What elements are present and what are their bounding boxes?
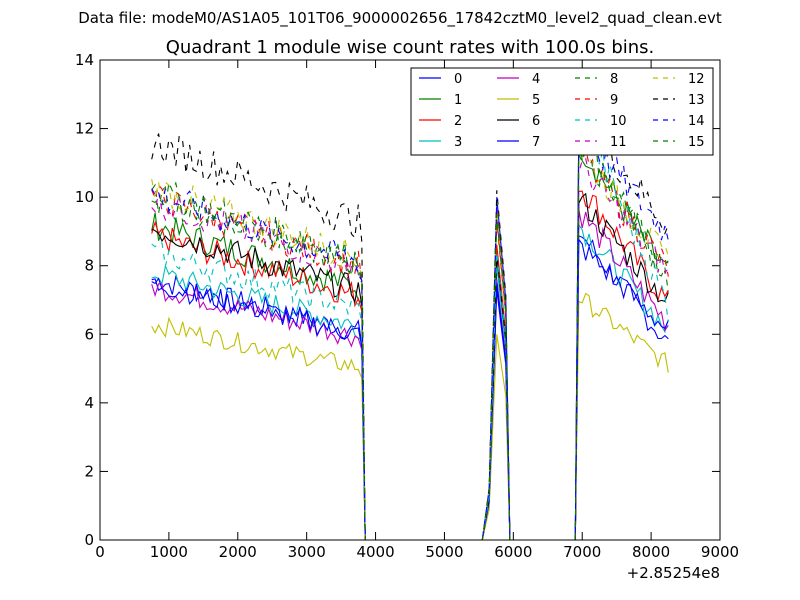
x-tick-label: 8000: [632, 543, 670, 561]
legend-label-0: 0: [454, 72, 462, 87]
x-tick-label: 6000: [494, 543, 532, 561]
series-line-7: [151, 238, 669, 541]
series-line-10: [151, 107, 669, 541]
series-line-9: [151, 148, 669, 541]
x-tick-label: 5000: [425, 543, 463, 561]
series-line-6: [151, 192, 669, 541]
series-line-13: [151, 107, 669, 541]
series-line-8: [151, 136, 669, 541]
x-tick-label: 2000: [219, 543, 257, 561]
legend-label-6: 6: [532, 114, 540, 129]
y-tick-label: 2: [84, 462, 94, 480]
series-line-15: [151, 141, 669, 541]
y-tick-label: 12: [75, 120, 94, 138]
legend-label-15: 15: [688, 135, 705, 150]
series-line-11: [151, 157, 669, 541]
y-tick-label: 10: [75, 188, 94, 206]
legend-label-10: 10: [610, 114, 627, 129]
legend-label-2: 2: [454, 114, 462, 129]
series-line-5: [151, 292, 669, 541]
legend-label-5: 5: [532, 93, 540, 108]
legend-label-11: 11: [610, 135, 627, 150]
x-offset-label: +2.85254e8: [627, 564, 720, 582]
y-tick-label: 0: [84, 531, 94, 549]
series-line-2: [151, 190, 669, 541]
series-line-14: [151, 129, 669, 541]
legend-frame: [410, 67, 714, 156]
legend-label-13: 13: [688, 93, 705, 108]
x-tick-label: 0: [95, 543, 105, 561]
legend-label-8: 8: [610, 72, 618, 87]
chart-suptitle: Data file: modeM0/AS1A05_101T06_90000026…: [78, 9, 722, 28]
y-tick-label: 4: [84, 394, 94, 412]
plot-frame: [99, 59, 721, 541]
y-tick-label: 6: [84, 325, 94, 343]
legend-label-4: 4: [532, 72, 540, 87]
legend-label-9: 9: [610, 93, 618, 108]
chart-title: Quadrant 1 module wise count rates with …: [166, 37, 655, 58]
x-tick-label: 1000: [150, 543, 188, 561]
legend-label-12: 12: [688, 72, 705, 87]
x-tick-label: 9000: [701, 543, 739, 561]
series-layer: [151, 107, 669, 541]
legend-label-3: 3: [454, 135, 462, 150]
legend-label-1: 1: [454, 93, 462, 108]
x-tick-label: 3000: [288, 543, 326, 561]
legend-label-7: 7: [532, 135, 540, 150]
ticks-layer: 0 1000 2000 3000 4000 5000 6000 7000 8000 9000 0 2 4…: [75, 51, 739, 561]
x-tick-label: 7000: [563, 543, 601, 561]
series-line-3: [151, 223, 669, 541]
y-tick-label: 8: [84, 257, 94, 275]
y-tick-label: 14: [75, 51, 94, 69]
series-line-12: [151, 151, 669, 541]
x-tick-label: 4000: [356, 543, 394, 561]
legend-label-14: 14: [688, 114, 705, 129]
